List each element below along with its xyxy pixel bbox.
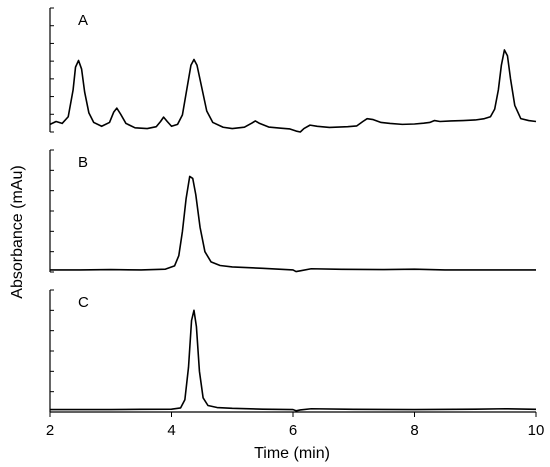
x-tick-label: 2 bbox=[46, 422, 54, 439]
panel-b: B bbox=[49, 149, 536, 273]
y-axis-label: Absorbance (mAu) bbox=[9, 165, 26, 298]
panels: A B C bbox=[49, 7, 537, 413]
x-axis-label: Time (min) bbox=[254, 445, 330, 462]
x-tick-label: 4 bbox=[167, 422, 175, 439]
trace-a bbox=[49, 49, 537, 133]
panel-c: C bbox=[49, 289, 537, 413]
x-tick-label: 8 bbox=[410, 422, 418, 439]
x-tick-label: 6 bbox=[289, 422, 297, 439]
x-tick-label: 10 bbox=[528, 422, 545, 439]
panel-label-c: C bbox=[78, 294, 89, 311]
panel-a: A bbox=[49, 7, 537, 133]
trace-c bbox=[50, 309, 537, 412]
trace-b bbox=[50, 175, 536, 273]
panel-label-a: A bbox=[78, 12, 88, 29]
x-axis: 2 4 6 8 10 bbox=[46, 411, 545, 439]
panel-label-b: B bbox=[78, 154, 88, 171]
